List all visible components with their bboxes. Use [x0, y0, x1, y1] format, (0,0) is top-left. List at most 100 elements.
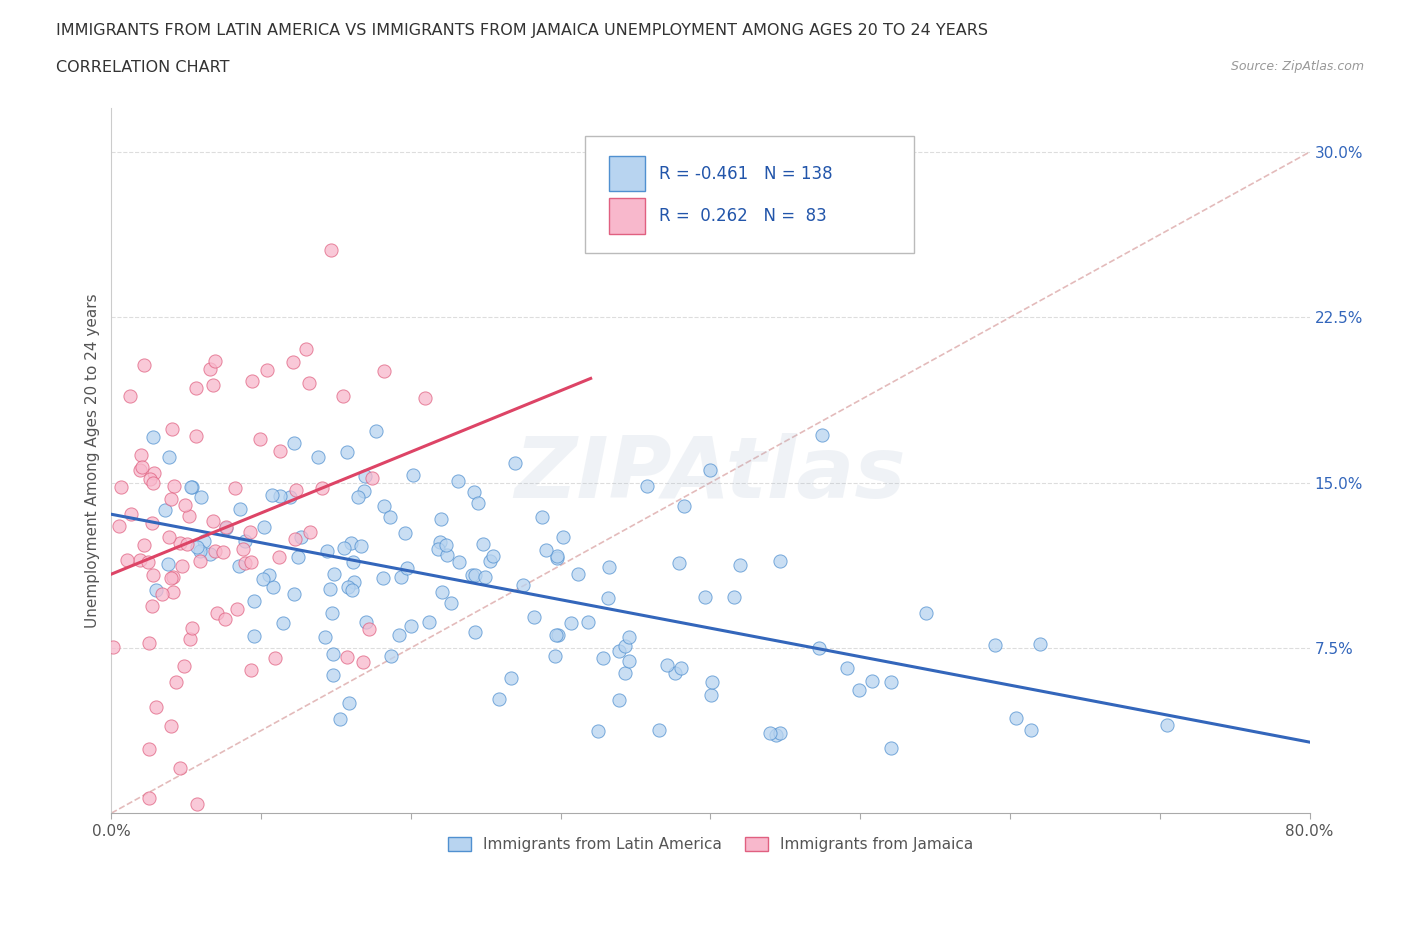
Point	[613, 666, 636, 681]
Point	[163, 479, 186, 494]
Point	[467, 496, 489, 511]
Point	[699, 462, 721, 477]
Point	[239, 554, 262, 569]
Text: ZIPAtlas: ZIPAtlas	[515, 433, 907, 516]
Point	[287, 550, 309, 565]
Point	[439, 595, 461, 610]
Point	[915, 605, 938, 620]
Point	[162, 570, 184, 585]
Point	[530, 510, 553, 525]
Point	[352, 655, 374, 670]
Point	[329, 711, 352, 726]
Point	[567, 567, 589, 582]
Point	[214, 612, 236, 627]
Point	[173, 658, 195, 673]
Point	[233, 555, 256, 570]
Point	[138, 635, 160, 650]
Point	[242, 629, 264, 644]
Point	[436, 547, 458, 562]
Point	[186, 796, 208, 811]
Point	[193, 534, 215, 549]
Point	[160, 491, 183, 506]
Point	[576, 615, 599, 630]
Point	[337, 696, 360, 711]
Point	[347, 489, 370, 504]
Point	[142, 475, 165, 490]
Point	[342, 554, 364, 569]
Point	[474, 570, 496, 585]
FancyBboxPatch shape	[609, 198, 644, 233]
Point	[371, 571, 394, 586]
Point	[482, 549, 505, 564]
Point	[239, 525, 262, 539]
FancyBboxPatch shape	[585, 136, 914, 253]
Point	[188, 553, 211, 568]
Point	[283, 436, 305, 451]
Point	[461, 567, 484, 582]
Point	[464, 624, 486, 639]
Point	[314, 630, 336, 644]
Point	[636, 478, 658, 493]
Point	[389, 569, 412, 584]
Text: Source: ZipAtlas.com: Source: ZipAtlas.com	[1230, 60, 1364, 73]
Point	[672, 499, 695, 514]
Point	[290, 529, 312, 544]
Point	[118, 389, 141, 404]
Point	[702, 674, 724, 689]
Point	[141, 598, 163, 613]
Point	[657, 658, 679, 672]
Point	[153, 503, 176, 518]
Point	[848, 683, 870, 698]
Point	[200, 362, 222, 377]
Point	[249, 432, 271, 446]
Point	[319, 581, 342, 596]
Point	[402, 468, 425, 483]
Point	[262, 487, 284, 502]
Point	[131, 459, 153, 474]
Point	[332, 388, 354, 403]
Point	[693, 590, 716, 604]
Point	[269, 550, 291, 565]
Point	[271, 616, 294, 631]
Point	[108, 518, 131, 533]
Point	[598, 559, 620, 574]
Point	[229, 501, 252, 516]
Point	[354, 615, 377, 630]
Point	[142, 466, 165, 481]
Point	[361, 471, 384, 485]
Point	[120, 507, 142, 522]
Point	[172, 559, 194, 574]
Point	[664, 666, 686, 681]
Point	[534, 542, 557, 557]
Point	[160, 571, 183, 586]
Point	[723, 589, 745, 604]
Point	[512, 578, 534, 592]
Point	[253, 520, 276, 535]
Point	[769, 553, 792, 568]
Point	[269, 489, 291, 504]
Point	[395, 561, 418, 576]
Point	[607, 644, 630, 658]
Point	[101, 639, 124, 654]
Point	[1156, 717, 1178, 732]
Point	[378, 510, 401, 525]
Point	[181, 480, 204, 495]
Point	[609, 693, 631, 708]
Point	[315, 543, 337, 558]
Point	[165, 674, 187, 689]
Point	[835, 660, 858, 675]
Point	[157, 450, 180, 465]
Point	[307, 450, 329, 465]
Point	[503, 456, 526, 471]
Point	[157, 530, 180, 545]
Text: IMMIGRANTS FROM LATIN AMERICA VS IMMIGRANTS FROM JAMAICA UNEMPLOYMENT AMONG AGES: IMMIGRANTS FROM LATIN AMERICA VS IMMIGRA…	[56, 23, 988, 38]
Point	[860, 673, 883, 688]
Point	[262, 579, 284, 594]
Point	[373, 498, 395, 513]
Point	[215, 520, 238, 535]
Point	[134, 538, 156, 552]
Point	[430, 512, 453, 526]
Point	[169, 761, 191, 776]
Point	[179, 631, 201, 646]
Point	[205, 606, 228, 621]
